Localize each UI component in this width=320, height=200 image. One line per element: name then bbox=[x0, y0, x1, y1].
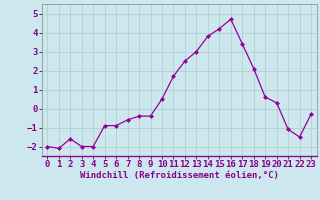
X-axis label: Windchill (Refroidissement éolien,°C): Windchill (Refroidissement éolien,°C) bbox=[80, 171, 279, 180]
